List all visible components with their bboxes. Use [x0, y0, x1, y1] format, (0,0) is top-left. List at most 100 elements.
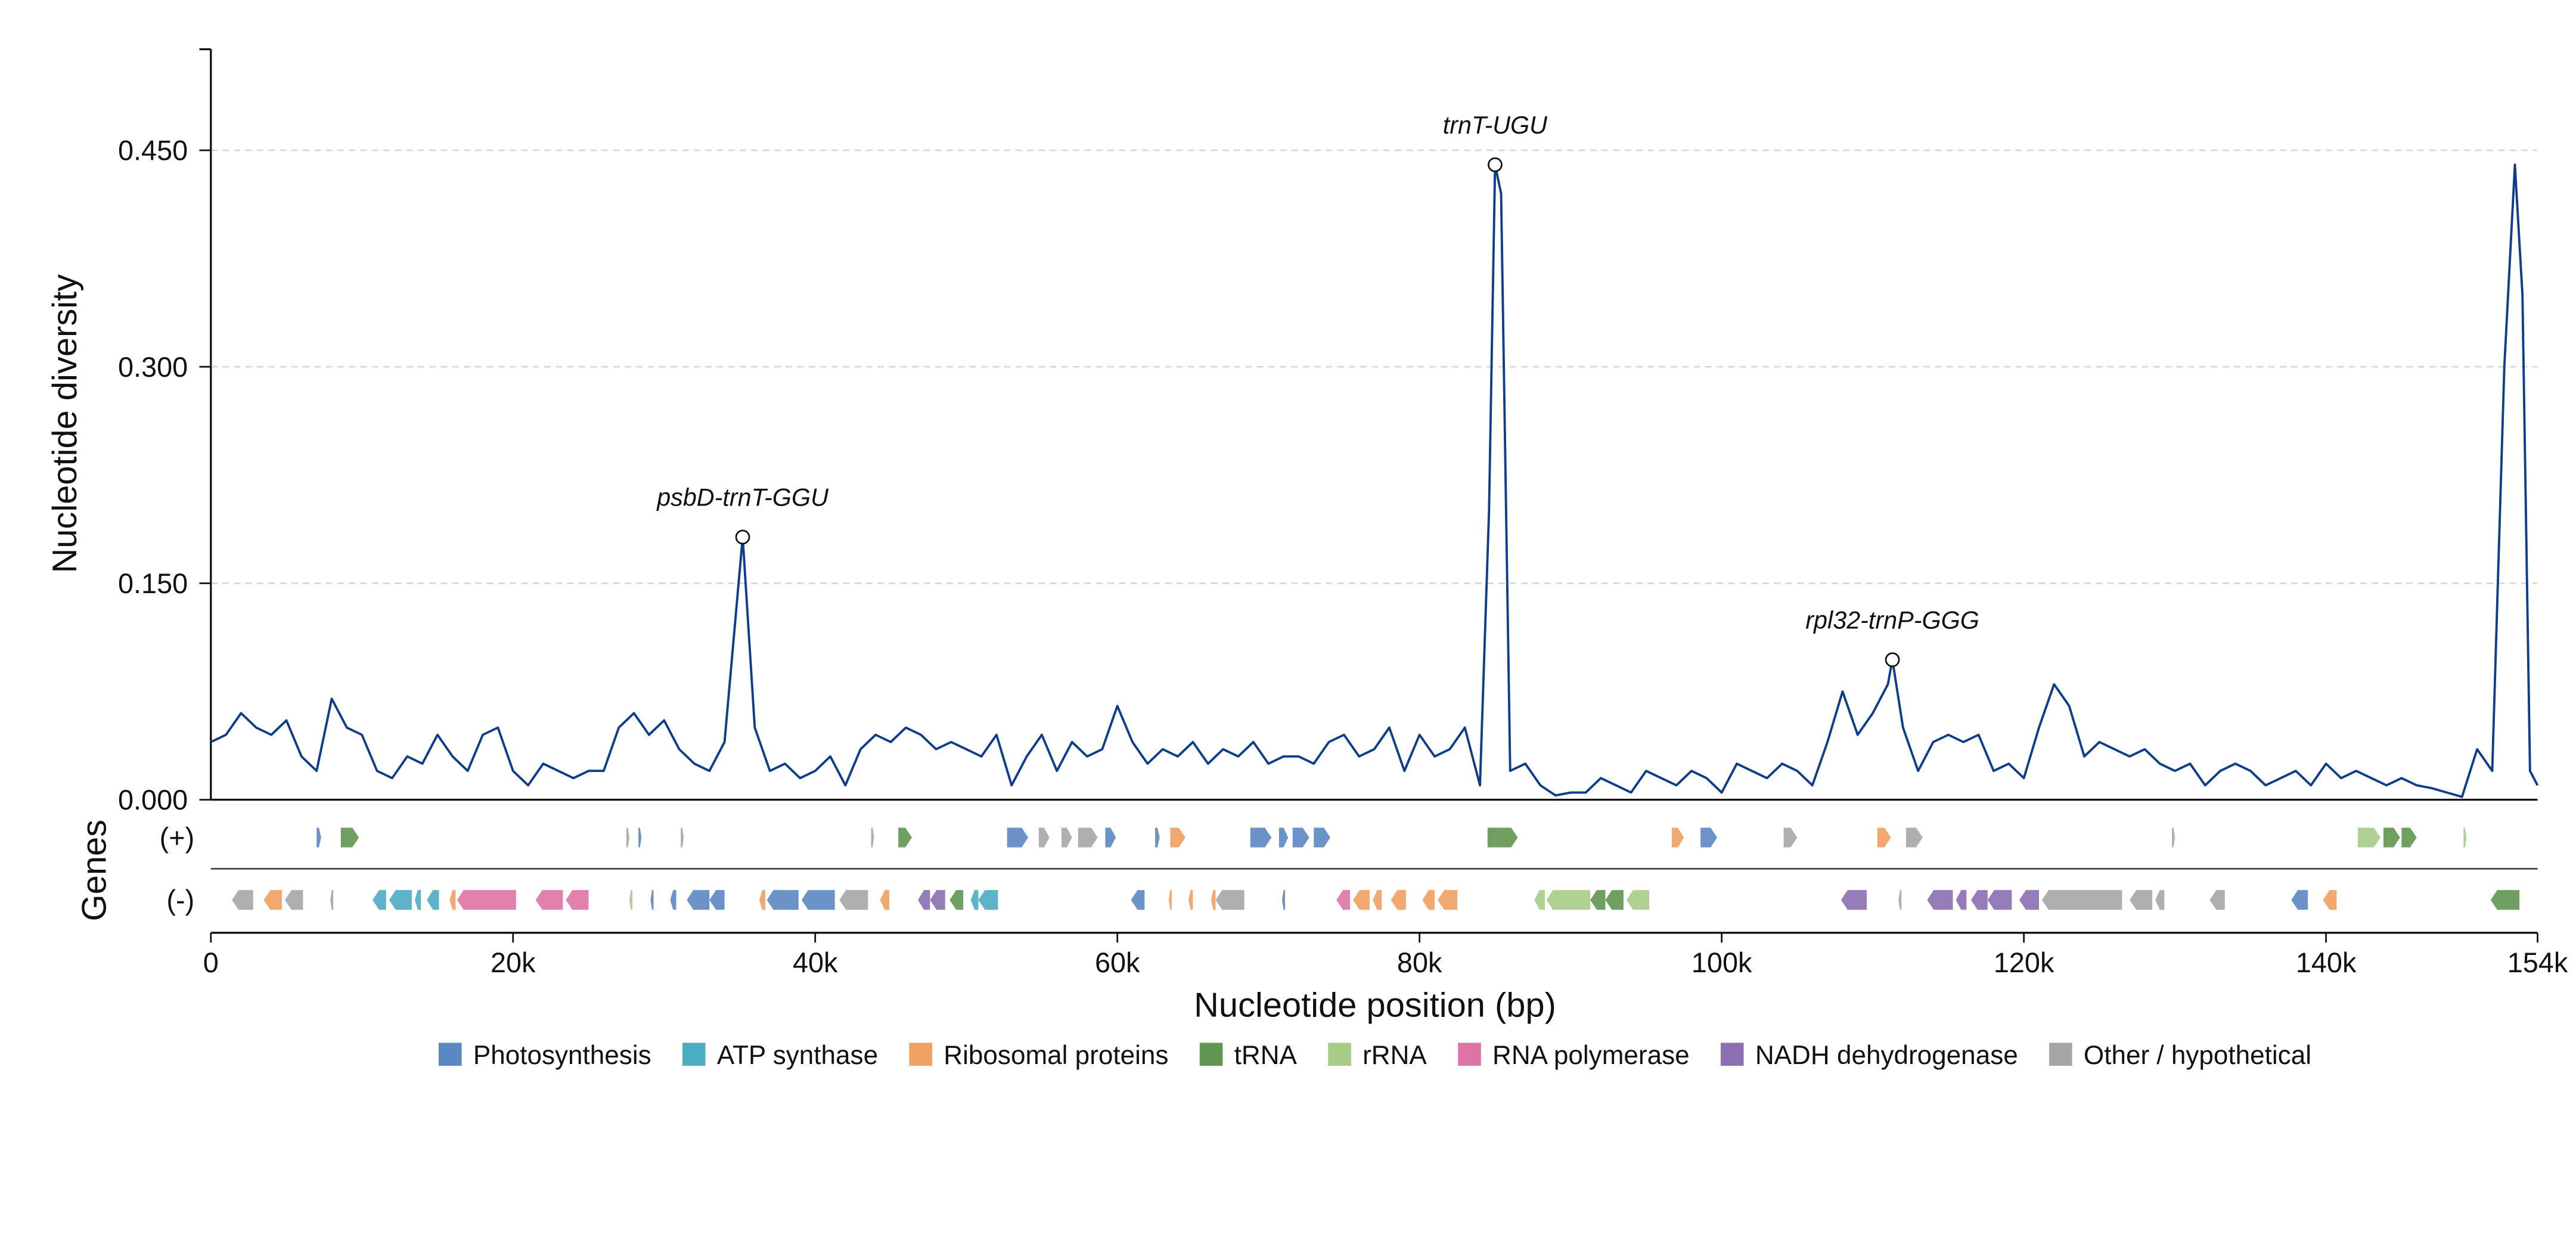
gene — [2401, 827, 2417, 848]
legend-swatch — [682, 1043, 706, 1066]
gene — [766, 890, 799, 910]
gene — [1292, 827, 1309, 848]
y-axis-title: Nucleotide diversity — [46, 274, 84, 573]
gene — [978, 890, 998, 910]
legend-label: NADH dehydrogenase — [1755, 1041, 2018, 1070]
gene — [535, 890, 563, 910]
track-title: Genes — [75, 820, 113, 921]
gene — [801, 890, 835, 910]
legend-label: Ribosomal proteins — [944, 1041, 1168, 1070]
gene — [1438, 890, 1458, 910]
gene — [839, 890, 868, 910]
strand-label: (-) — [166, 885, 194, 916]
gene — [449, 890, 456, 910]
y-tick-label: 0.000 — [118, 784, 188, 815]
gene — [629, 890, 633, 910]
x-tick-label: 154k — [2507, 947, 2568, 978]
gene — [2172, 827, 2175, 848]
gene — [1391, 890, 1406, 910]
gene — [1131, 890, 1145, 910]
gene — [1987, 890, 2012, 910]
gene — [284, 890, 303, 910]
gene — [898, 827, 912, 848]
gene — [1970, 890, 1988, 910]
legend-label: ATP synthase — [717, 1041, 878, 1070]
gene — [1278, 827, 1289, 848]
legend-swatch — [1720, 1043, 1744, 1066]
gene — [566, 890, 589, 910]
gene — [1956, 890, 1967, 910]
gene — [638, 827, 642, 848]
gene — [389, 890, 412, 910]
peak-label: psbD-trnT-GGU — [656, 484, 829, 511]
y-tick-label: 0.300 — [118, 352, 188, 383]
gene — [1078, 827, 1098, 848]
gene — [650, 890, 654, 910]
gene — [2291, 890, 2308, 910]
gene — [427, 890, 439, 910]
legend-label: tRNA — [1234, 1041, 1298, 1070]
gene — [1841, 890, 1867, 910]
gene — [457, 890, 516, 910]
gene — [2130, 890, 2153, 910]
gene — [414, 890, 421, 910]
gene — [1605, 890, 1624, 910]
gene — [2490, 890, 2520, 910]
gene — [1188, 890, 1193, 910]
gene — [340, 827, 359, 848]
gene — [2383, 827, 2400, 848]
x-tick-label: 100k — [1692, 947, 1752, 978]
gene — [1783, 827, 1798, 848]
y-tick-label: 0.150 — [118, 568, 188, 599]
gene — [1898, 890, 1902, 910]
gene — [2042, 890, 2122, 910]
gene — [1105, 827, 1116, 848]
gene — [373, 890, 386, 910]
gene — [316, 827, 321, 848]
x-axis-title: Nucleotide position (bp) — [1194, 986, 1556, 1024]
y-tick-label: 0.450 — [118, 135, 188, 166]
gene — [2357, 827, 2381, 848]
gene — [709, 890, 725, 910]
gene — [1927, 890, 1953, 910]
peak-label: trnT-UGU — [1443, 111, 1548, 139]
legend-swatch — [438, 1043, 462, 1066]
gene — [880, 890, 889, 910]
x-tick-label: 80k — [1397, 947, 1442, 978]
gene — [1336, 890, 1351, 910]
gene — [2463, 827, 2467, 848]
x-tick-label: 120k — [1994, 947, 2054, 978]
gene — [1373, 890, 1382, 910]
strand-label: (+) — [160, 823, 195, 854]
gene — [1038, 827, 1050, 848]
legend-swatch — [1199, 1043, 1223, 1066]
gene — [1700, 827, 1718, 848]
gene — [232, 890, 253, 910]
gene — [1877, 827, 1891, 848]
gene — [1672, 827, 1684, 848]
gene — [330, 890, 334, 910]
peak-marker — [735, 529, 750, 545]
legend-label: Other / hypothetical — [2084, 1041, 2311, 1070]
diversity-line — [210, 163, 2539, 798]
gene — [1211, 890, 1216, 910]
gene — [263, 890, 282, 910]
gene — [1061, 827, 1072, 848]
gene — [2155, 890, 2165, 910]
gene — [1905, 827, 1923, 848]
gene — [759, 890, 766, 910]
gene — [1626, 890, 1649, 910]
legend-label: RNA polymerase — [1492, 1041, 1690, 1070]
gene — [871, 827, 874, 848]
gene — [2209, 890, 2225, 910]
gene — [1282, 890, 1286, 910]
gene — [1534, 890, 1545, 910]
legend-label: Photosynthesis — [473, 1041, 651, 1070]
gene — [1487, 827, 1518, 848]
legend-label: rRNA — [1363, 1041, 1427, 1070]
x-tick-label: 60k — [1095, 947, 1140, 978]
gene — [1007, 827, 1029, 848]
gene — [930, 890, 945, 910]
